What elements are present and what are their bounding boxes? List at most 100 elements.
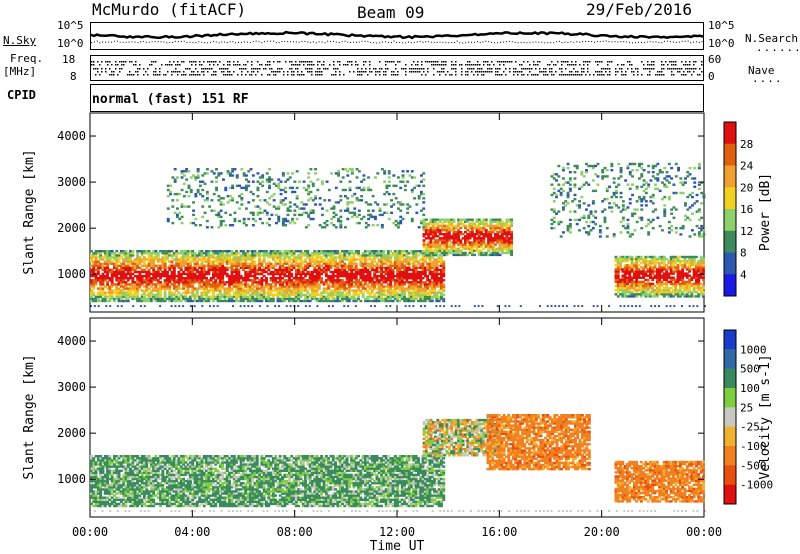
echo-cell: [311, 293, 314, 296]
echo-cell: [621, 280, 625, 284]
echo-cell: [419, 250, 423, 253]
echo-cell: [503, 233, 507, 236]
echo-cell: [294, 287, 298, 290]
echo-cell: [510, 218, 513, 221]
echo-cell: [405, 289, 409, 292]
echo-cell: [113, 289, 116, 292]
echo-cell: [464, 239, 467, 242]
echo-cell: [209, 297, 213, 301]
echo-cell: [170, 272, 174, 276]
echo-cell: [228, 295, 231, 298]
echo-cell: [683, 274, 687, 277]
echo-cell: [299, 281, 303, 284]
freq-point: [311, 74, 313, 76]
freq-point: [579, 74, 581, 76]
echo-cell: [338, 283, 342, 286]
echo-cell: [377, 291, 381, 294]
freq-point: [295, 61, 297, 63]
echo-cell: [92, 260, 96, 263]
echo-cell: [412, 258, 416, 261]
echo-cell: [106, 277, 109, 280]
echo-cell: [421, 272, 425, 276]
echo-cell: [143, 285, 146, 288]
freq-point: [411, 64, 413, 66]
echo-cell: [430, 264, 434, 267]
echo-cell: [343, 274, 347, 278]
echo-cell: [292, 264, 296, 267]
echo-cell: [505, 230, 509, 234]
echo-cell: [431, 241, 435, 244]
echo-cell: [345, 291, 349, 294]
echo-cell: [382, 260, 386, 263]
freq-point: [269, 68, 271, 70]
echo-cell: [267, 283, 271, 286]
echo-cell: [119, 270, 123, 274]
echo-cell: [635, 289, 639, 292]
echo-cell: [473, 226, 477, 230]
freq-point: [687, 68, 689, 70]
echo-cell: [205, 254, 208, 257]
echo-cell: [113, 297, 116, 301]
echo-cell: [317, 285, 321, 288]
echo-cell: [405, 287, 409, 290]
echo-cell: [159, 277, 162, 280]
echo-cell: [498, 253, 502, 257]
echo-cell: [110, 256, 114, 259]
nave-bottom: 0: [708, 70, 715, 83]
echo-cell: [470, 251, 474, 255]
echo-cell: [623, 284, 627, 288]
echo-cell: [464, 243, 467, 246]
echo-cell: [491, 228, 495, 232]
echo-cell: [626, 278, 629, 281]
echo-cell: [359, 260, 363, 263]
echo-cell: [315, 287, 319, 290]
echo-cell: [189, 274, 192, 278]
echo-cell: [311, 295, 314, 298]
freq-point: [563, 74, 565, 76]
echo-cell: [96, 295, 100, 298]
echo-cell: [200, 297, 204, 301]
echo-cell: [101, 283, 105, 286]
freq-point: [537, 74, 539, 76]
echo-cell: [644, 257, 648, 261]
echo-cell: [198, 287, 202, 290]
echo-cell: [152, 277, 156, 280]
echo-cell: [278, 274, 282, 278]
echo-cell: [267, 285, 271, 288]
echo-cell: [457, 253, 460, 257]
echo-cell: [480, 220, 483, 223]
echo-cell: [484, 233, 488, 236]
echo-cell: [133, 274, 137, 278]
freq-point: [687, 71, 689, 73]
echo-cell: [283, 297, 287, 301]
echo-cell: [480, 226, 483, 230]
echo-cell: [313, 285, 317, 288]
echo-cell: [186, 258, 190, 261]
freq-point: [607, 64, 609, 66]
echo-cell: [662, 293, 666, 296]
echo-cell: [320, 299, 324, 303]
echo-cell: [99, 266, 103, 269]
echo-cell: [428, 256, 432, 259]
echo-cell: [177, 270, 181, 274]
echo-cell: [237, 256, 241, 259]
echo-cell: [198, 281, 202, 284]
echo-cell: [660, 293, 664, 296]
echo-cell: [447, 224, 451, 228]
echo-cell: [322, 252, 326, 255]
freq-point: [303, 61, 305, 63]
echo-cell: [507, 243, 511, 246]
echo-cell: [124, 295, 128, 298]
echo-cell: [644, 255, 648, 259]
echo-cell: [500, 249, 504, 252]
echo-cell: [370, 260, 374, 263]
freq-point: [455, 68, 457, 70]
echo-cell: [216, 274, 220, 278]
echo-cell: [327, 283, 331, 286]
echo-cell: [357, 250, 360, 253]
echo-cell: [422, 222, 426, 225]
freq-point: [695, 68, 697, 70]
echo-cell: [297, 254, 301, 257]
echo-cell: [251, 293, 255, 296]
echo-cell: [276, 268, 280, 272]
